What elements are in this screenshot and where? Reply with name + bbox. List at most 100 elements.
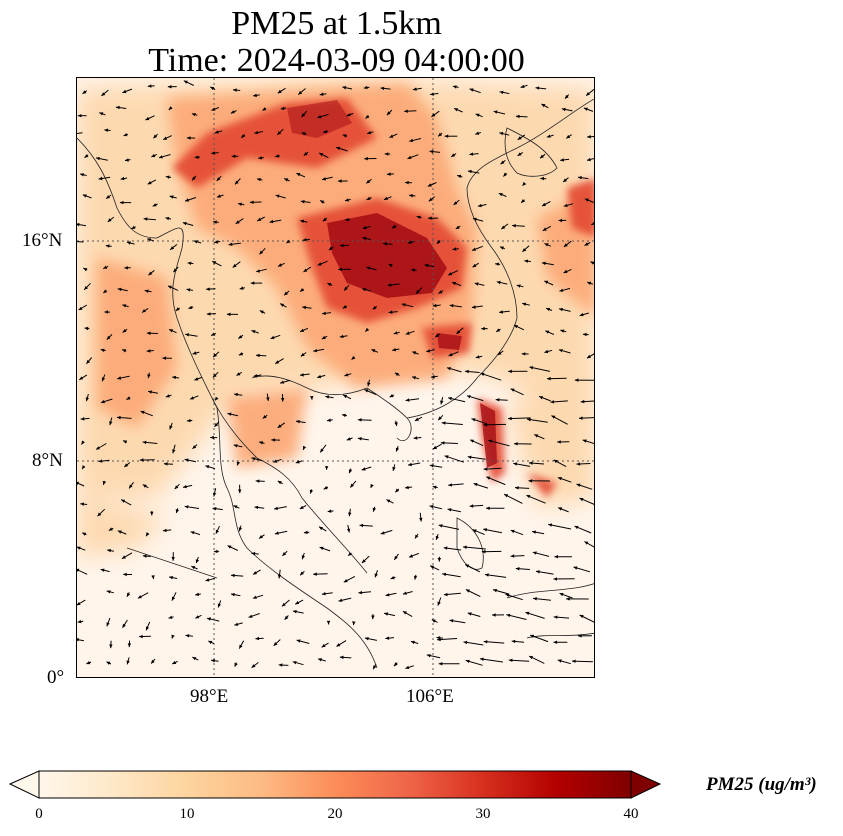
wind-arrowhead: [137, 595, 142, 599]
wind-arrowhead: [387, 283, 392, 287]
wind-arrowhead: [516, 284, 521, 288]
wind-arrowhead: [259, 535, 263, 539]
wind-arrowhead: [412, 351, 417, 355]
wind-arrowhead: [553, 577, 557, 581]
wind-arrowhead: [195, 592, 199, 597]
wind-arrowhead: [140, 410, 145, 415]
wind-arrowhead: [77, 481, 80, 485]
wind-arrowhead: [499, 131, 504, 136]
wind-arrowhead: [386, 499, 391, 503]
wind-arrowhead: [452, 85, 457, 89]
wind-arrowhead: [544, 349, 549, 354]
wind-arrowhead: [214, 422, 219, 427]
wind-arrowhead: [563, 243, 568, 247]
wind-arrowhead: [574, 525, 579, 530]
wind-arrowhead: [391, 224, 396, 229]
wind-arrowhead: [493, 588, 497, 593]
wind-arrowhead: [419, 517, 423, 522]
wind-arrowhead: [254, 505, 259, 510]
wind-arrowhead: [165, 394, 170, 398]
wind-arrowhead: [231, 573, 235, 578]
wind-arrowhead: [352, 621, 356, 626]
wind-arrowhead: [127, 643, 132, 648]
wind-arrowhead: [472, 247, 476, 251]
wind-arrowhead: [553, 459, 558, 464]
wind-arrowhead: [428, 216, 432, 220]
wind-arrowhead: [486, 476, 491, 480]
wind-arrowhead: [106, 622, 110, 627]
wind-arrowhead: [402, 591, 407, 595]
wind-arrowhead: [359, 523, 364, 528]
wind-arrowhead: [384, 152, 389, 156]
wind-arrowhead: [483, 467, 488, 471]
wind-arrowhead: [190, 396, 195, 400]
wind-arrowhead: [546, 307, 551, 312]
colorbar-tick-30: 30: [475, 806, 491, 822]
wind-arrowhead: [213, 220, 217, 224]
wind-arrowhead: [390, 576, 395, 580]
wind-arrowhead: [193, 240, 198, 244]
wind-arrowhead: [234, 392, 238, 397]
wind-arrowhead: [215, 529, 219, 534]
wind-arrowhead: [551, 415, 556, 419]
wind-arrowhead: [296, 639, 301, 643]
wind-arrowhead: [559, 307, 563, 312]
wind-arrowhead: [146, 331, 151, 335]
wind-arrowhead: [109, 644, 113, 649]
wind-arrowhead: [431, 375, 435, 379]
wind-arrowhead: [303, 530, 308, 535]
wind-arrowhead: [248, 614, 253, 618]
wind-arrowhead: [205, 578, 210, 582]
wind-arrowhead: [251, 664, 256, 668]
wind-arrowhead: [211, 151, 216, 155]
wind-arrowhead: [322, 217, 327, 222]
wind-arrowhead: [372, 305, 377, 310]
wind-arrowhead: [475, 131, 480, 135]
wind-arrowhead: [184, 458, 189, 462]
wind-arrowhead: [235, 180, 239, 185]
wind-arrowhead: [454, 108, 459, 112]
wind-arrowhead: [326, 620, 331, 625]
wind-arrowhead: [385, 636, 390, 640]
wind-arrowhead: [435, 535, 439, 540]
wind-arrowhead: [432, 485, 437, 489]
wind-arrowhead: [250, 281, 255, 285]
wind-arrowhead: [426, 349, 431, 353]
wind-arrowhead: [456, 330, 461, 334]
wind-arrowhead: [449, 619, 454, 623]
wind-arrowhead: [185, 333, 190, 337]
wind-arrowhead: [104, 128, 109, 132]
wind-arrowhead: [255, 479, 260, 483]
wind-arrowhead: [255, 636, 260, 641]
wind-arrowhead: [292, 661, 297, 665]
wind-arrowhead: [578, 176, 582, 180]
wind-arrowhead: [563, 269, 568, 273]
wind-arrowhead: [123, 572, 127, 577]
wind-arrowhead: [448, 272, 453, 276]
wind-arrowhead: [167, 85, 172, 89]
wind-arrowhead: [86, 359, 90, 364]
wind-arrowhead: [336, 643, 341, 647]
colorbar: [8, 770, 662, 799]
wind-arrowhead: [558, 218, 563, 223]
wind-arrowhead: [273, 459, 278, 463]
wind-arrowhead: [174, 485, 179, 489]
wind-arrow: [507, 417, 531, 420]
wind-arrowhead: [350, 483, 354, 488]
wind-arrowhead: [142, 309, 146, 313]
wind-arrowhead: [499, 90, 504, 95]
wind-arrowhead: [402, 611, 407, 615]
wind-arrowhead: [548, 523, 553, 527]
wind-arrowhead: [214, 130, 219, 134]
wind-arrowhead: [475, 113, 480, 117]
wind-arrowhead: [517, 136, 522, 140]
wind-arrowhead: [126, 396, 131, 400]
colorbar-tick-10: 10: [179, 806, 195, 822]
wind-arrowhead: [438, 524, 443, 528]
colorbar-tick-40: 40: [623, 806, 639, 822]
wind-arrowhead: [117, 530, 122, 534]
wind-arrowhead: [210, 86, 215, 91]
wind-arrowhead: [508, 416, 512, 421]
wind-arrowhead: [409, 554, 413, 558]
wind-arrowhead: [227, 545, 232, 549]
